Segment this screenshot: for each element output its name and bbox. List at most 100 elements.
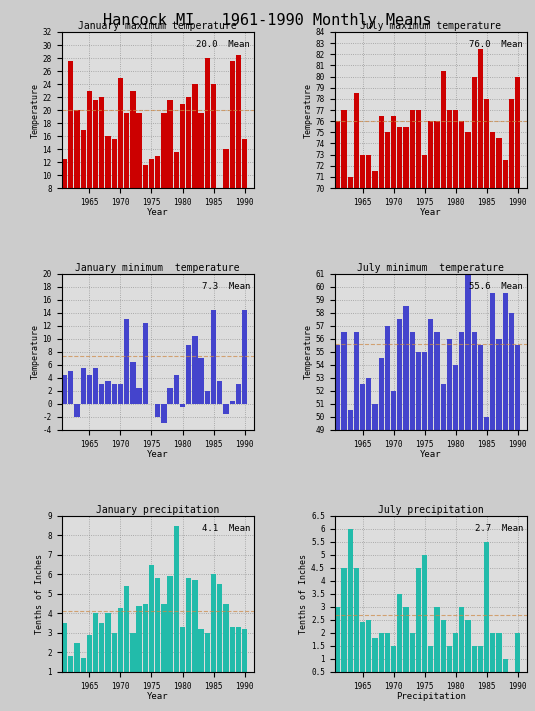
Bar [118, 385, 123, 404]
Bar [62, 159, 67, 240]
Bar [87, 635, 92, 691]
Bar [360, 622, 365, 685]
Bar [379, 358, 384, 711]
Bar [230, 61, 235, 240]
Bar [149, 159, 154, 240]
Bar [192, 336, 197, 404]
Bar [434, 607, 440, 685]
Text: 4.1  Mean: 4.1 Mean [202, 523, 250, 533]
Bar [354, 568, 359, 685]
Bar [62, 375, 67, 404]
Bar [186, 578, 192, 691]
Bar [422, 154, 427, 711]
Bar [447, 339, 452, 711]
Bar [496, 138, 502, 711]
Bar [167, 387, 173, 404]
Bar [509, 313, 514, 711]
Bar [484, 99, 490, 711]
Bar [211, 310, 216, 404]
Bar [230, 401, 235, 404]
Text: Hancock MI   1961-1990 Monthly Means: Hancock MI 1961-1990 Monthly Means [103, 13, 432, 28]
Text: 7.3  Mean: 7.3 Mean [202, 282, 250, 291]
Bar [385, 633, 390, 685]
Bar [198, 358, 204, 404]
Bar [502, 160, 508, 711]
Bar [403, 127, 409, 711]
X-axis label: Year: Year [420, 208, 441, 217]
Bar [74, 110, 80, 240]
Bar [124, 319, 129, 404]
Bar [453, 110, 458, 711]
Bar [242, 139, 247, 240]
Bar [149, 565, 154, 691]
Bar [496, 339, 502, 711]
Bar [509, 99, 514, 711]
Bar [105, 136, 111, 240]
Bar [118, 607, 123, 691]
Bar [192, 580, 197, 691]
Bar [459, 121, 464, 711]
Bar [515, 633, 521, 685]
Bar [105, 614, 111, 691]
Bar [62, 623, 67, 691]
Bar [490, 633, 495, 685]
Bar [174, 375, 179, 404]
Bar [174, 525, 179, 691]
Bar [484, 542, 490, 685]
Bar [422, 352, 427, 711]
Bar [422, 555, 427, 685]
Bar [186, 97, 192, 240]
Bar [236, 55, 241, 240]
Bar [391, 646, 396, 685]
Bar [471, 333, 477, 711]
Bar [161, 113, 166, 240]
Bar [143, 166, 148, 240]
Bar [515, 346, 521, 711]
Bar [136, 113, 142, 240]
Bar [81, 368, 86, 404]
Bar [124, 586, 129, 691]
Bar [410, 333, 415, 711]
Bar [453, 633, 458, 685]
Title: July precipitation: July precipitation [378, 505, 484, 515]
Bar [155, 578, 160, 691]
Bar [205, 391, 210, 404]
Bar [441, 620, 446, 685]
Bar [471, 646, 477, 685]
Bar [143, 323, 148, 404]
X-axis label: Year: Year [147, 208, 169, 217]
Bar [335, 121, 340, 711]
Bar [465, 620, 471, 685]
Bar [453, 365, 458, 711]
Bar [143, 604, 148, 691]
Y-axis label: Temperature: Temperature [304, 82, 313, 137]
Title: July minimum  temperature: July minimum temperature [357, 263, 505, 273]
Bar [87, 90, 92, 240]
Bar [397, 594, 402, 685]
Bar [515, 77, 521, 711]
Bar [180, 404, 185, 407]
X-axis label: Year: Year [420, 450, 441, 459]
Bar [341, 110, 347, 711]
Bar [124, 113, 129, 240]
Bar [478, 49, 483, 711]
Bar [360, 154, 365, 711]
Y-axis label: Temperature: Temperature [31, 324, 40, 380]
Bar [490, 132, 495, 711]
Bar [354, 93, 359, 711]
Bar [403, 607, 409, 685]
Bar [112, 633, 117, 691]
Bar [74, 643, 80, 691]
Bar [118, 77, 123, 240]
Bar [341, 568, 347, 685]
Bar [93, 614, 98, 691]
Bar [484, 417, 490, 711]
Bar [348, 529, 353, 685]
Title: January maximum temperature: January maximum temperature [79, 21, 237, 31]
Bar [155, 156, 160, 240]
Bar [490, 294, 495, 711]
Bar [180, 627, 185, 691]
Bar [372, 171, 378, 711]
Bar [112, 385, 117, 404]
Bar [410, 633, 415, 685]
